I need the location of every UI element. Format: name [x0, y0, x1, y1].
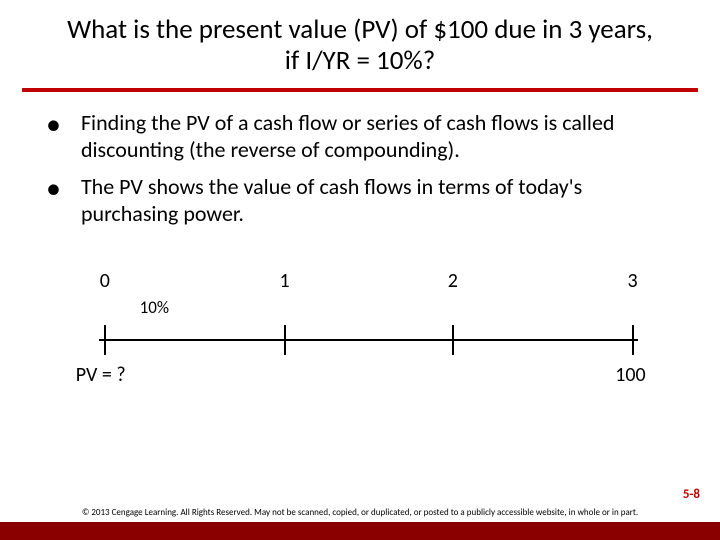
timeline-diagram: 0 1 2 3 10% PV = ? 100	[70, 269, 650, 399]
timeline-tick	[284, 325, 286, 355]
timeline-period-label: 2	[448, 269, 458, 293]
slide: What is the present value (PV) of $100 d…	[0, 0, 720, 540]
bullet-text: The PV shows the value of cash flows in …	[81, 174, 674, 228]
bullet-list: • Finding the PV of a cash flow or serie…	[46, 110, 674, 227]
timeline-fv-label: 100	[615, 363, 645, 387]
timeline-line	[99, 339, 638, 341]
timeline-pv-label: PV = ?	[76, 363, 126, 387]
timeline-period-label: 1	[280, 269, 290, 293]
page-number: 5-8	[683, 487, 700, 502]
timeline-top-labels: 0 1 2 3 10%	[70, 269, 650, 295]
bullet-text: Finding the PV of a cash flow or series …	[81, 110, 674, 164]
title-rule	[22, 88, 698, 92]
bullet-item: • Finding the PV of a cash flow or serie…	[46, 110, 674, 164]
bullet-marker-icon: •	[46, 180, 61, 198]
timeline-axis	[70, 323, 650, 357]
timeline-period-label: 3	[628, 269, 638, 293]
timeline-rate-label: 10%	[140, 297, 169, 318]
timeline-period-label: 0	[100, 269, 110, 293]
timeline-bottom-labels: PV = ? 100	[70, 363, 650, 389]
copyright-text: © 2013 Cengage Learning. All Rights Rese…	[0, 507, 720, 518]
bullet-item: • The PV shows the value of cash flows i…	[46, 174, 674, 228]
timeline-tick	[452, 325, 454, 355]
slide-title: What is the present value (PV) of $100 d…	[0, 0, 720, 84]
timeline-tick	[632, 325, 634, 355]
bottom-accent-bar	[0, 522, 720, 540]
timeline-tick	[104, 325, 106, 355]
bullet-marker-icon: •	[46, 116, 61, 134]
